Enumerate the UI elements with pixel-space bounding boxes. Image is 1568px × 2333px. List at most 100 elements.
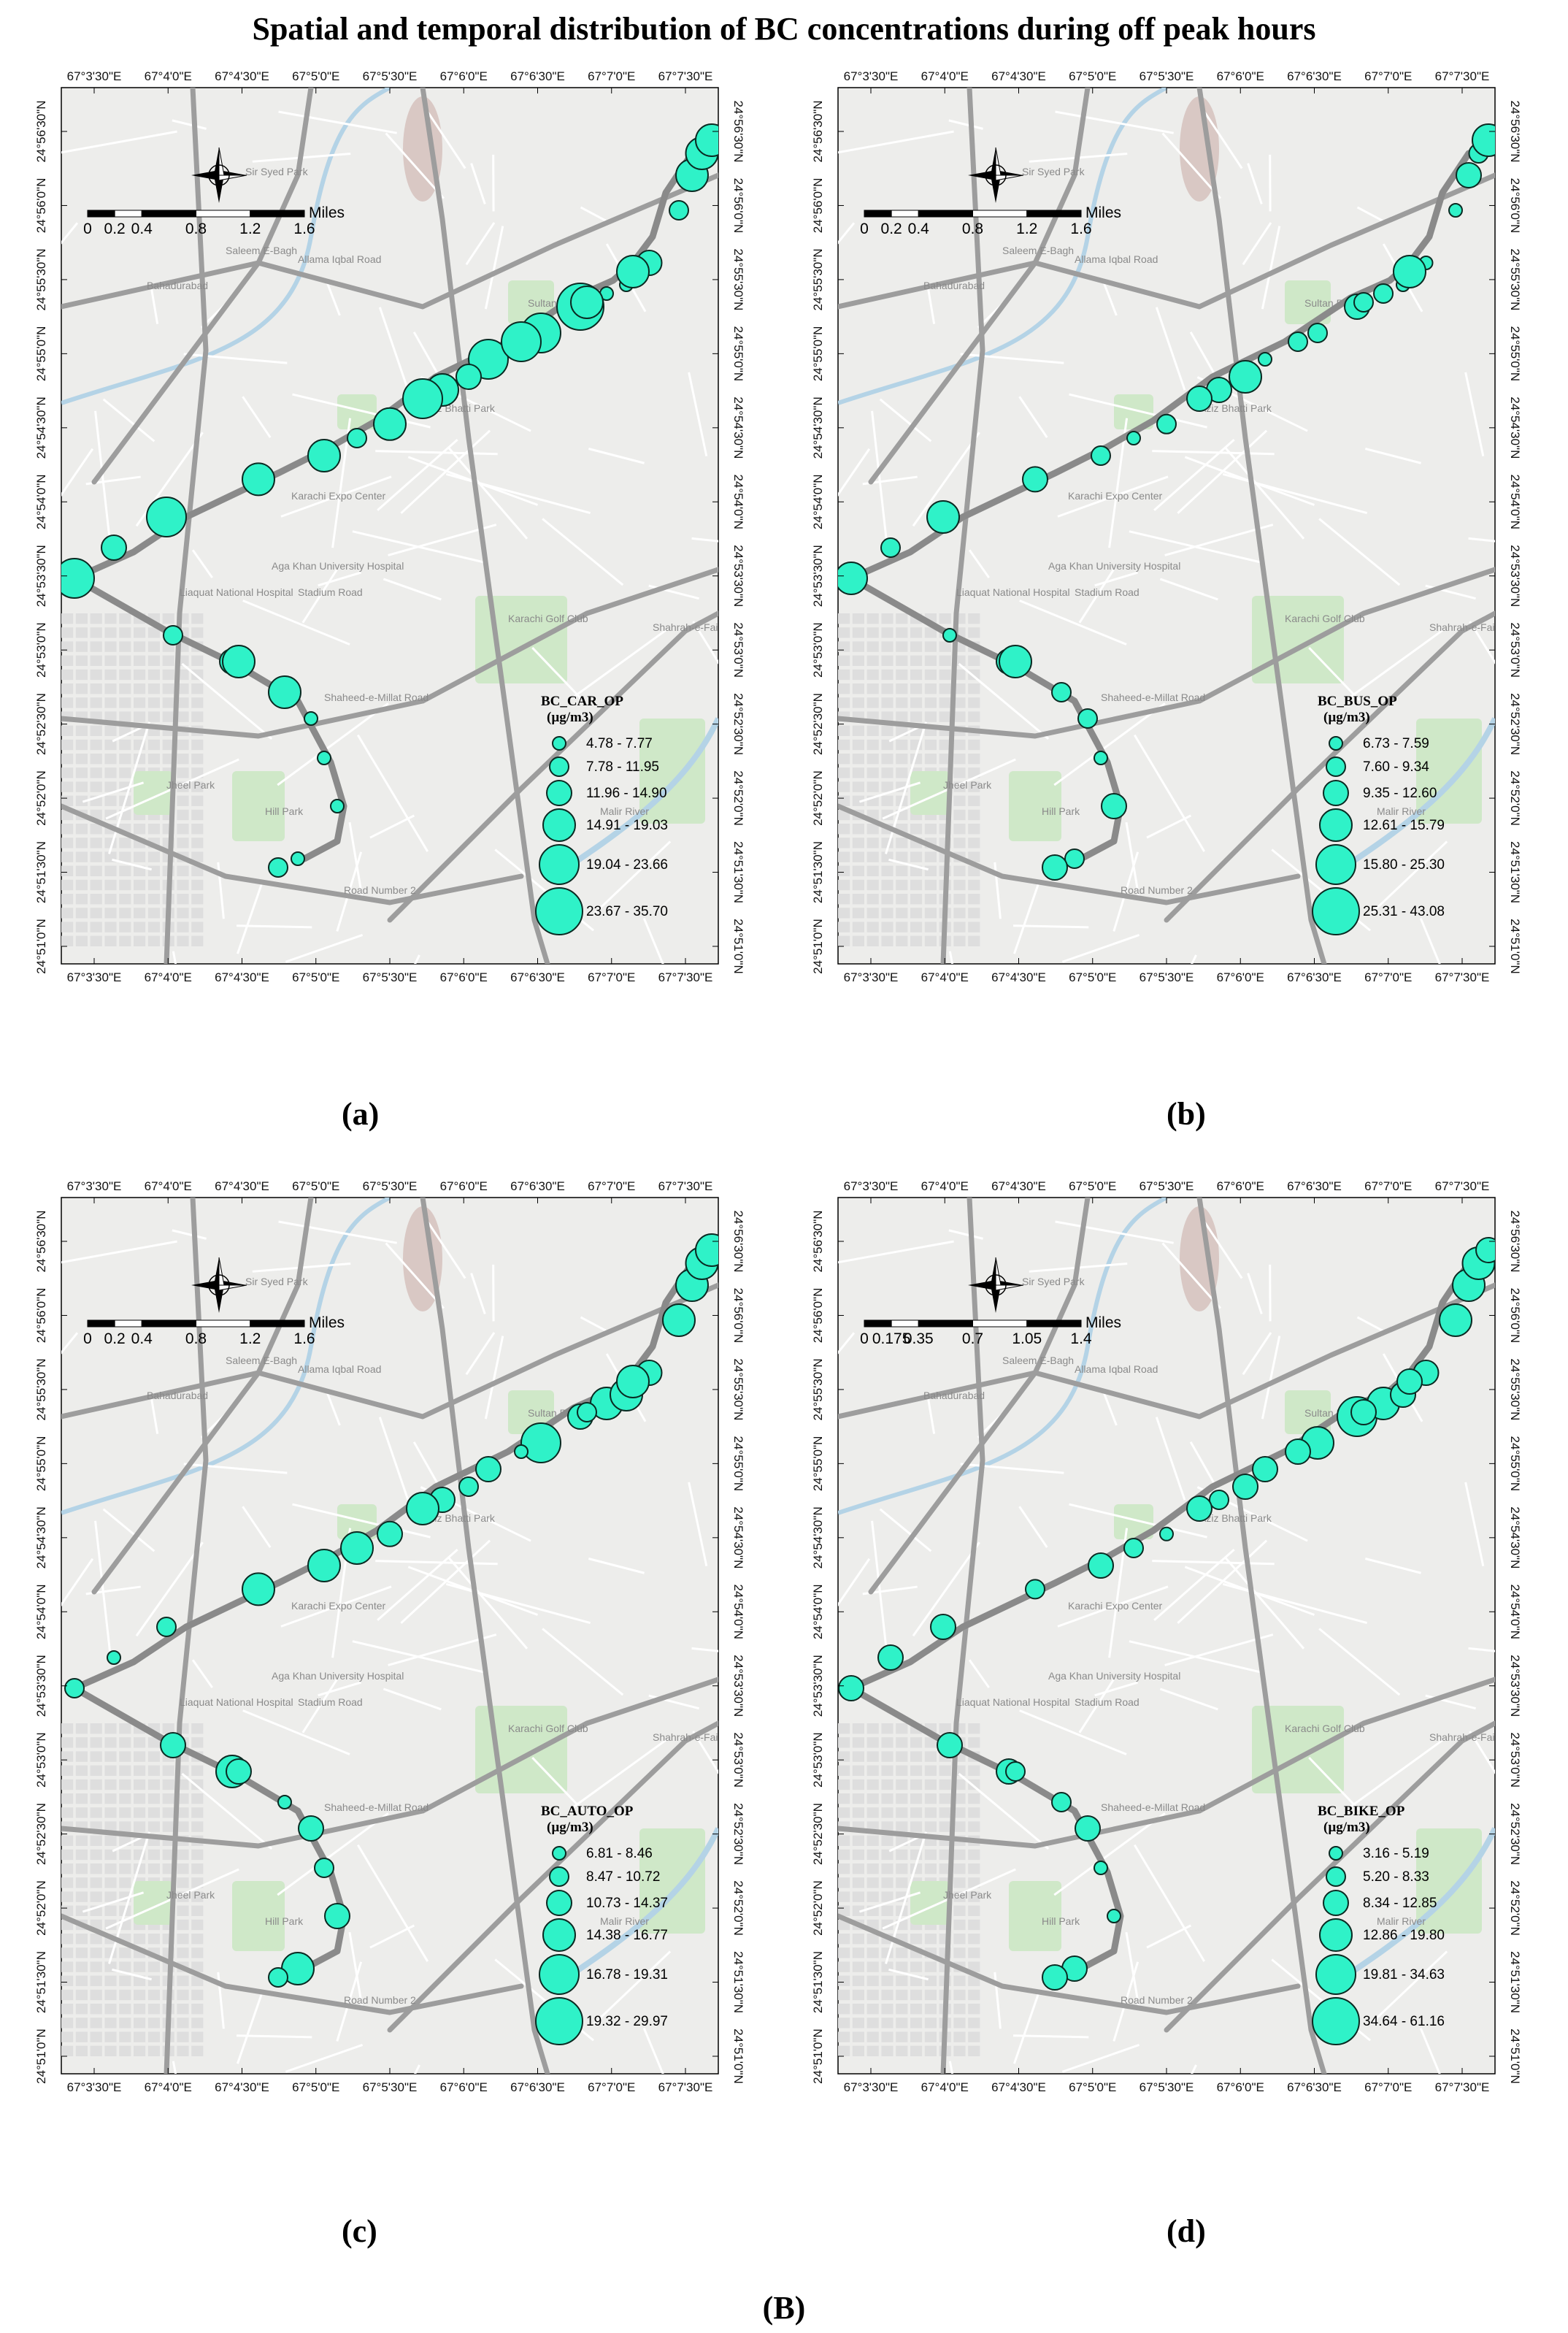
y-tick-label-right: 24°56'30"N — [731, 1210, 745, 1272]
major-road — [838, 803, 1301, 905]
place-label: Allama Iqbal Road — [298, 253, 381, 265]
x-tick-label-bottom: 67°7'0"E — [1364, 970, 1412, 984]
bc-sample-point — [307, 439, 341, 472]
place-label: Jheel Park — [166, 779, 215, 791]
place-label: Malir River — [1377, 805, 1426, 817]
y-tick-label-right: 24°55'30"N — [1508, 248, 1522, 310]
x-tick-label-top: 67°5'0"E — [1069, 1179, 1116, 1193]
legend-class-label: 23.67 - 35.70 — [586, 904, 668, 919]
legend-symbol — [1319, 1918, 1353, 1952]
place-label: Sir Syed Park — [245, 166, 309, 177]
y-tick-label-left: 24°55'0"N — [34, 326, 48, 382]
map-basemap: Sir Syed Park Saleem E-Bagh Bahadurabad All… — [61, 88, 718, 964]
y-tick-label-left: 24°55'0"N — [811, 326, 825, 382]
scale-bar-label: 1.05 — [1012, 1330, 1042, 1347]
x-tick-label-top: 67°6'0"E — [440, 1179, 488, 1193]
y-tick-label-right: 24°52'30"N — [731, 693, 745, 755]
place-label: Road Number 2 — [344, 884, 416, 896]
legend: BC_AUTO_OP(µg/m3) 6.81 - 8.46 8.47 - 10.72… — [535, 1804, 668, 2045]
place-label: Shahrah-e-Faisal — [1429, 621, 1507, 633]
bc-sample-point — [838, 562, 868, 595]
figure-bottom-caption: (B) — [762, 2290, 806, 2326]
bc-sample-point — [514, 1444, 529, 1459]
bc-sample-point — [226, 1758, 252, 1785]
major-road — [838, 1677, 1495, 1849]
y-tick-label-left: 24°54'0"N — [34, 1584, 48, 1639]
y-tick-label-right: 24°53'30"N — [731, 545, 745, 607]
major-road — [61, 1913, 524, 2015]
major-road — [387, 1720, 718, 2033]
scale-bar-label: 1.2 — [1016, 221, 1037, 237]
x-tick-label-top: 67°4'0"E — [921, 1179, 969, 1193]
legend-symbol — [542, 808, 576, 842]
bc-sample-point — [1209, 1490, 1229, 1510]
legend-class-label: 19.81 - 34.63 — [1363, 1967, 1445, 1983]
x-tick-label-bottom: 67°7'30"E — [1435, 2080, 1490, 2094]
y-tick-label-left: 24°52'0"N — [811, 770, 825, 826]
place-label: Road Number 2 — [1121, 884, 1193, 896]
bc-sample-point — [1123, 1538, 1144, 1558]
north-arrow-icon — [191, 147, 247, 203]
place-label: Karachi Expo Center — [1068, 490, 1163, 502]
x-tick-label-bottom: 67°7'0"E — [1364, 2080, 1412, 2094]
park-area — [134, 1881, 173, 1925]
x-tick-label-top: 67°4'0"E — [145, 69, 192, 83]
scale-bar-label: 0.175 — [872, 1330, 911, 1347]
scale-bar-label: 0 — [860, 1330, 869, 1347]
major-road — [61, 803, 524, 905]
bc-sample-point — [695, 1233, 718, 1267]
scale-bar-unit: Miles — [309, 1314, 345, 1331]
park-area — [1114, 1504, 1153, 1539]
river-water — [1329, 717, 1495, 879]
legend-symbol — [549, 756, 569, 777]
place-label: Shahrah-e-Faisal — [1429, 1731, 1507, 1743]
place-label: Bahadurabad — [923, 1390, 985, 1401]
y-tick-label-left: 24°51'0"N — [34, 919, 48, 974]
y-tick-label-right: 24°52'30"N — [731, 1803, 745, 1865]
canal-water — [838, 88, 1168, 405]
x-tick-label-top: 67°4'30"E — [215, 69, 269, 83]
y-tick-label-right: 24°55'30"N — [1508, 1358, 1522, 1420]
bc-sample-point — [268, 1967, 288, 1988]
legend-class-label: 34.64 - 61.16 — [1363, 2014, 1445, 2029]
legend-class-label: 7.78 - 11.95 — [586, 759, 659, 775]
scale-bar-label: 0.2 — [104, 1330, 126, 1347]
y-tick-label-right: 24°54'30"N — [731, 397, 745, 459]
bc-sample-point — [347, 428, 367, 448]
y-tick-label-right: 24°55'0"N — [1508, 1436, 1522, 1492]
legend-class-label: 5.20 - 8.33 — [1363, 1869, 1429, 1885]
place-label: Stadium Road — [1075, 586, 1140, 598]
scale-bar-label: 1.2 — [239, 1330, 261, 1347]
bc-sample-point — [291, 851, 305, 866]
y-tick-label-right: 24°52'0"N — [1508, 770, 1522, 826]
y-tick-label-left: 24°55'30"N — [811, 1358, 825, 1420]
legend-class-label: 16.78 - 19.31 — [586, 1967, 668, 1983]
place-label: Saleem E-Bagh — [1002, 245, 1074, 256]
major-road — [420, 1198, 550, 2074]
scale-bar-label: 1.6 — [293, 221, 315, 237]
y-tick-label-right: 24°56'0"N — [1508, 178, 1522, 234]
bc-sample-point — [242, 1572, 275, 1606]
place-label: Jheel Park — [943, 779, 992, 791]
y-tick-label-right: 24°56'30"N — [731, 100, 745, 162]
place-label: Allama Iqbal Road — [1075, 253, 1158, 265]
y-tick-label-left: 24°52'0"N — [34, 770, 48, 826]
legend-unit: (µg/m3) — [1323, 710, 1370, 725]
place-label: Shaheed-e-Millat Road — [1101, 692, 1205, 703]
major-road — [1164, 610, 1495, 923]
legend-unit: (µg/m3) — [547, 1820, 593, 1835]
bc-sample-point — [458, 1476, 479, 1497]
major-road — [164, 88, 209, 964]
park-area — [232, 1881, 285, 1951]
scale-bar-label: 0.8 — [185, 221, 207, 237]
bc-sample-point — [1288, 332, 1308, 352]
legend-symbol — [1329, 1846, 1343, 1861]
place-label: Road Number 2 — [344, 1994, 416, 2006]
scale-bar-label: 0 — [860, 221, 869, 237]
bc-sample-point — [1042, 854, 1068, 881]
y-tick-label-left: 24°54'30"N — [811, 1506, 825, 1568]
major-road — [164, 1198, 209, 2074]
park-area — [337, 394, 377, 429]
major-road — [838, 1913, 1301, 2015]
bc-sample-point — [838, 1675, 864, 1701]
